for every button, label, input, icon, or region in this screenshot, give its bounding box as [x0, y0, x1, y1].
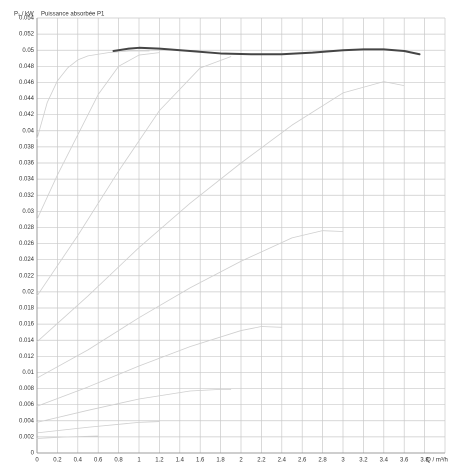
series-line	[112, 46, 421, 56]
y-tick-label: 0	[31, 451, 35, 457]
x-axis-label: Q / m³/h	[426, 458, 448, 464]
y-tick-label: 0.012	[19, 354, 35, 360]
y-tick-label: 0.006	[19, 402, 35, 408]
y-tick-label: 0.034	[19, 177, 35, 183]
y-tick-label: 0.052	[19, 32, 35, 38]
y-tick-label: 0.038	[19, 144, 35, 150]
series-line	[36, 421, 160, 434]
x-tick-label: 3.8	[420, 458, 429, 464]
y-axis-label: P₁ / kW	[14, 12, 34, 18]
y-tick-label: 0.004	[19, 418, 35, 424]
y-tick-label: 0.022	[19, 273, 35, 279]
y-tick-label: 0.008	[19, 386, 35, 392]
x-tick-label: 0.6	[94, 458, 103, 464]
y-tick-label: 0.036	[19, 161, 35, 167]
x-tick-label: 3	[341, 458, 345, 464]
y-tick-label: 0.032	[19, 193, 35, 199]
series-line	[36, 81, 405, 343]
x-tick-label: 2.2	[257, 458, 266, 464]
y-tick-label: 0.026	[19, 241, 35, 247]
x-tick-label: 3.4	[380, 458, 389, 464]
x-tick-label: 1	[137, 458, 141, 464]
x-tick-label: 2.6	[298, 458, 307, 464]
y-tick-label: 0.016	[19, 322, 35, 328]
x-tick-label: 0	[35, 458, 39, 464]
series-line	[36, 50, 150, 140]
y-tick-label: 0.024	[19, 257, 35, 263]
y-tick-label: 0.042	[19, 112, 35, 118]
x-tick-label: 3.2	[359, 458, 368, 464]
y-tick-label: 0.028	[19, 225, 35, 231]
y-tick-label: 0.046	[19, 80, 35, 86]
y-tick-label: 0.02	[22, 289, 34, 295]
x-tick-label: 2.4	[278, 458, 287, 464]
x-tick-label: 0.2	[53, 458, 62, 464]
series-line	[36, 56, 232, 297]
x-tick-label: 1.6	[196, 458, 205, 464]
x-tick-label: 1.4	[176, 458, 185, 464]
y-tick-label: 0.048	[19, 64, 35, 70]
x-tick-label: 1.8	[216, 458, 225, 464]
x-tick-label: 0.4	[74, 458, 83, 464]
series-line	[36, 230, 344, 379]
series-line	[36, 326, 283, 407]
x-tick-label: 2	[239, 458, 243, 464]
y-tick-label: 0.044	[19, 96, 35, 102]
y-tick-label: 0.014	[19, 338, 35, 344]
y-tick-label: 0.018	[19, 306, 35, 312]
y-tick-label: 0.05	[22, 48, 34, 54]
chart-title: Puissance absorbée P1	[41, 12, 105, 18]
y-tick-label: 0.03	[22, 209, 34, 215]
x-tick-label: 3.6	[400, 458, 409, 464]
y-tick-label: 0.01	[22, 370, 34, 376]
x-tick-label: 1.2	[155, 458, 164, 464]
y-tick-label: 0.002	[19, 434, 35, 440]
x-tick-label: 0.8	[114, 458, 123, 464]
series-line	[36, 52, 160, 220]
y-tick-label: 0.04	[22, 128, 34, 134]
series-line	[36, 435, 99, 439]
x-tick-label: 2.8	[318, 458, 327, 464]
y-tick-label: 0.054	[19, 16, 35, 22]
series-line	[36, 388, 232, 423]
